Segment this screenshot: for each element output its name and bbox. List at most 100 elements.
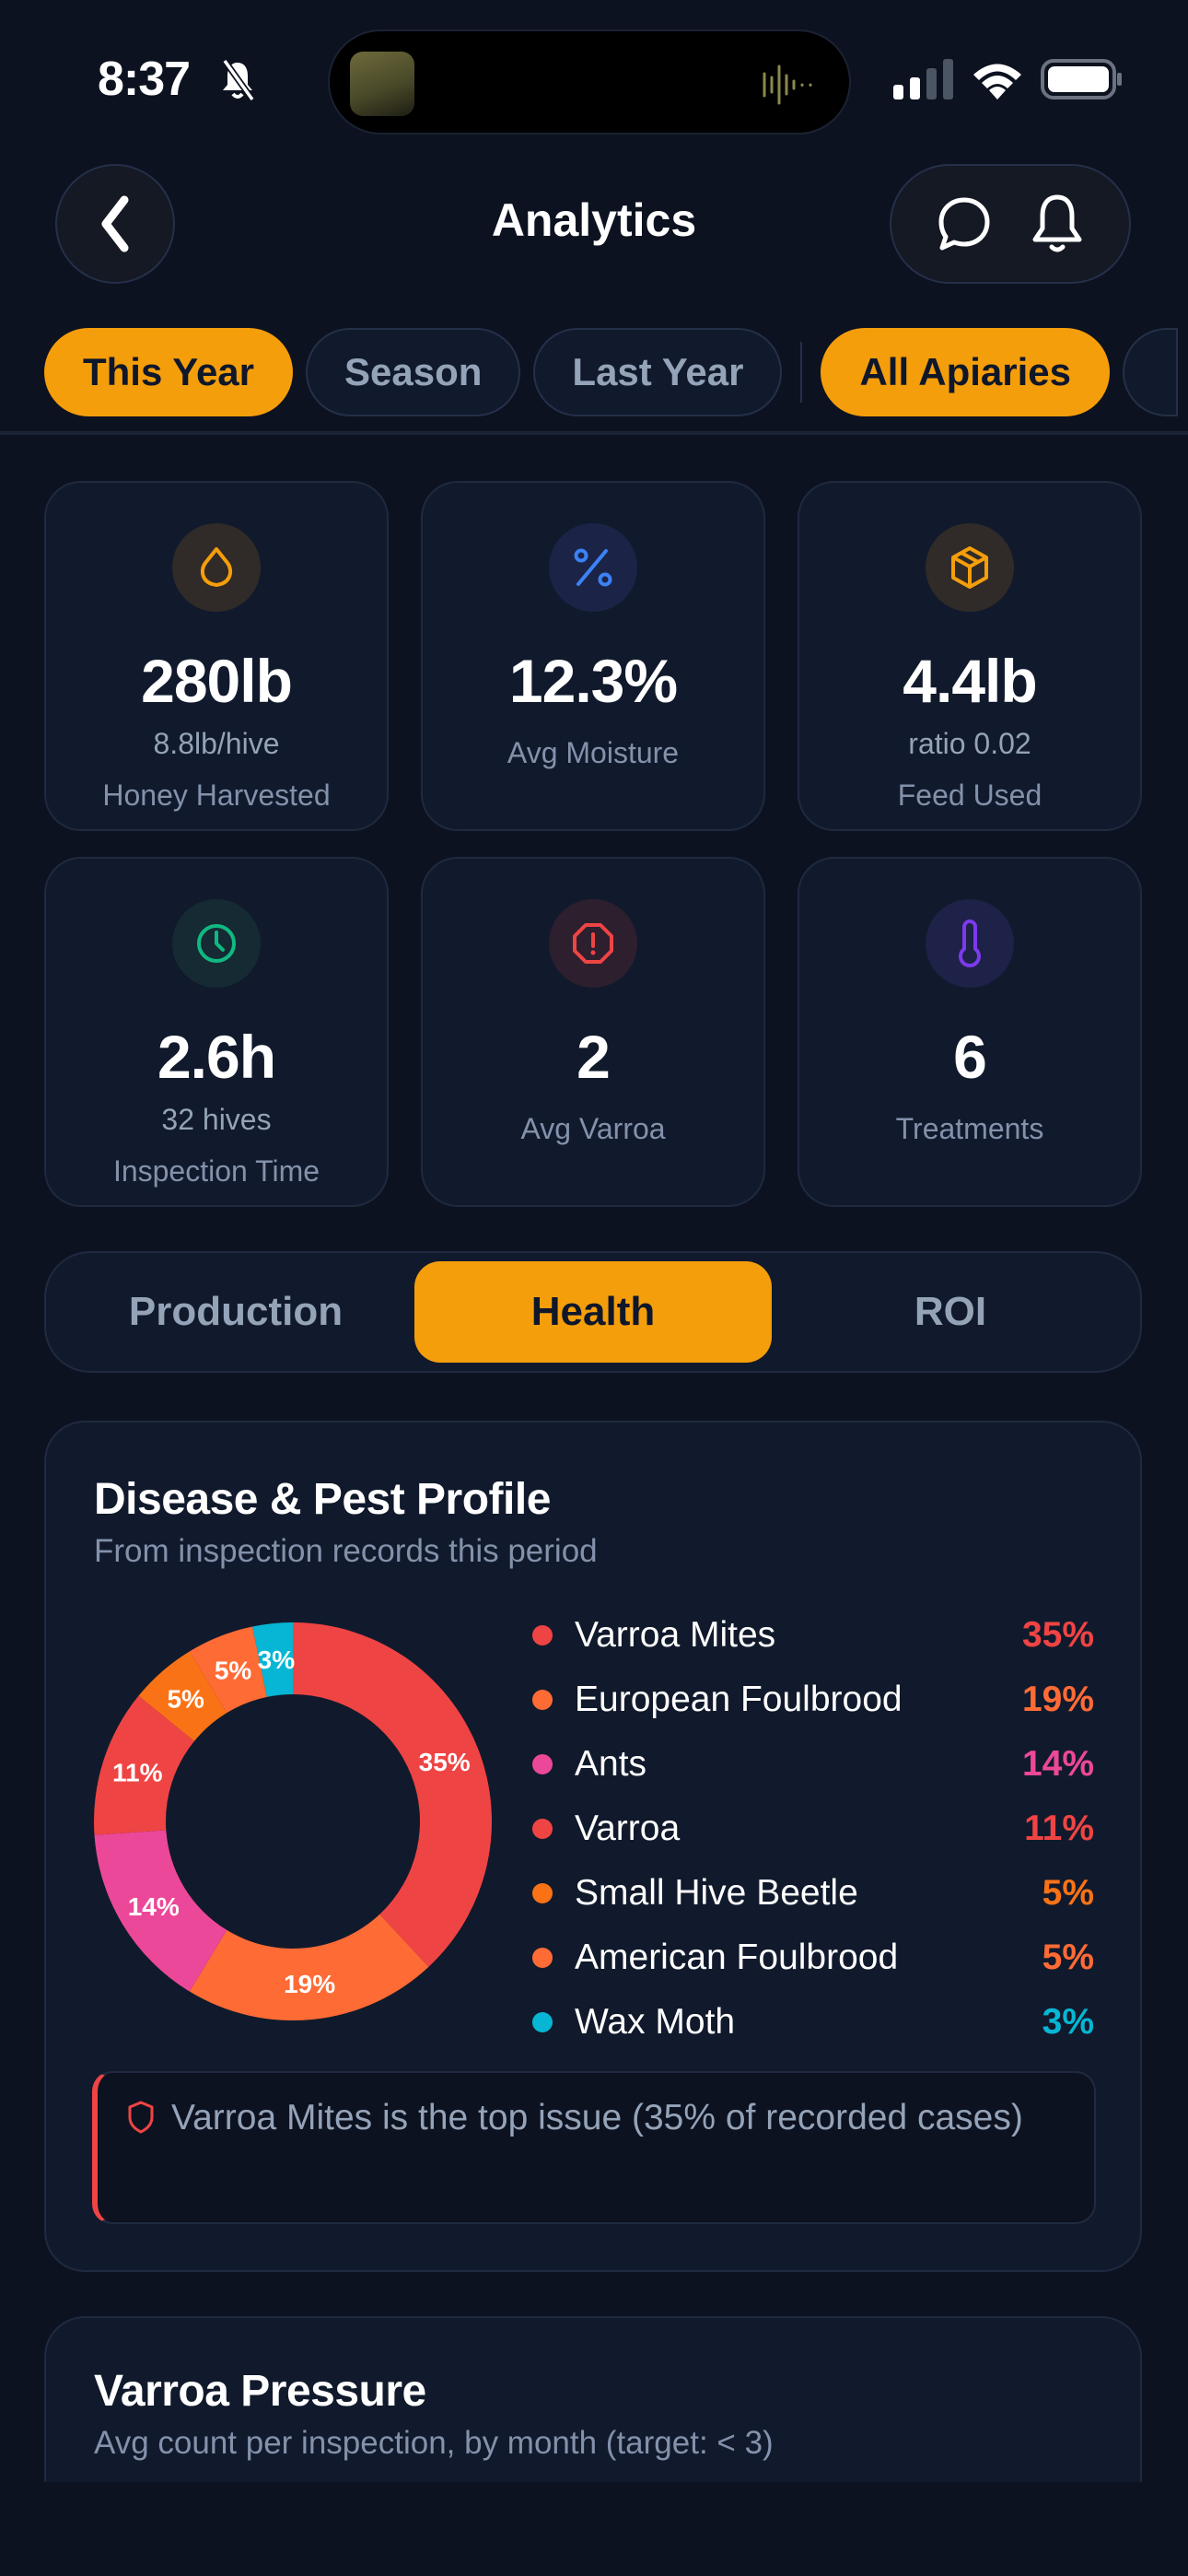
- stat-card-avg-varroa[interactable]: 2 Avg Varroa: [421, 857, 765, 1207]
- donut-slice[interactable]: [138, 1651, 227, 1741]
- stat-label: Feed Used: [897, 779, 1042, 812]
- battery-icon: [1041, 59, 1122, 100]
- status-time: 8:37: [98, 53, 191, 106]
- chevron-left-icon: [101, 195, 129, 252]
- chart-legend: Varroa Mites 35% European Foulbrood 19% Ants…: [532, 1603, 1094, 2055]
- chat-bubble-icon[interactable]: [935, 194, 994, 253]
- status-indicators: [893, 59, 1124, 100]
- percent-icon: [549, 523, 637, 612]
- legend-item[interactable]: Varroa 11%: [532, 1797, 1094, 1861]
- stat-value: 2.6h: [157, 1023, 276, 1091]
- stat-card-feed-used[interactable]: 4.4lb ratio 0.02 Feed Used: [798, 481, 1142, 831]
- card-subtitle: From inspection records this period: [94, 1533, 598, 1569]
- varroa-pressure-card: Varroa Pressure Avg count per inspection…: [44, 2316, 1142, 2484]
- legend-item[interactable]: Wax Moth 3%: [532, 1990, 1094, 2055]
- legend-item[interactable]: European Foulbrood 19%: [532, 1668, 1094, 1732]
- legend-percent: 19%: [1021, 1680, 1094, 1719]
- stat-card-honey-harvested[interactable]: 280lb 8.8lb/hive Honey Harvested: [44, 481, 389, 831]
- legend-item[interactable]: Varroa Mites 35%: [532, 1603, 1094, 1668]
- header: Analytics: [0, 157, 1188, 295]
- back-button[interactable]: [55, 164, 175, 284]
- filter-season[interactable]: Season: [306, 328, 521, 416]
- stat-value: 12.3%: [508, 647, 678, 715]
- donut-slice-label: 5%: [167, 1685, 204, 1714]
- donut-slice-label: 14%: [128, 1892, 180, 1921]
- legend-dot-icon: [532, 1948, 553, 1968]
- legend-percent: 14%: [1021, 1744, 1094, 1784]
- filter-this-year[interactable]: This Year: [44, 328, 294, 416]
- stat-label: Avg Varroa: [520, 1112, 666, 1145]
- donut-slice-label: 11%: [112, 1758, 163, 1786]
- donut-slice[interactable]: [189, 1914, 429, 2020]
- legend-label: European Foulbrood: [575, 1680, 903, 1719]
- alert-text: Varroa Mites is the top issue (35% of re…: [171, 2098, 1023, 2137]
- bell-icon[interactable]: [1028, 192, 1087, 256]
- donut-slice-label: 5%: [215, 1656, 252, 1684]
- tab-health[interactable]: Health: [414, 1261, 772, 1363]
- stat-value: 4.4lb: [903, 647, 1037, 715]
- legend-item[interactable]: Ants 14%: [532, 1732, 1094, 1797]
- stat-card-treatments[interactable]: 6 Treatments: [798, 857, 1142, 1207]
- donut-slice[interactable]: [252, 1622, 293, 1697]
- disease-pest-card: Disease & Pest Profile From inspection r…: [44, 1421, 1142, 2272]
- droplet-icon: [172, 523, 261, 612]
- now-playing-artwork: [350, 52, 414, 116]
- stat-card-avg-moisture[interactable]: 12.3% Avg Moisture: [421, 481, 765, 831]
- legend-percent: 5%: [1042, 1873, 1094, 1913]
- legend-label: Varroa Mites: [575, 1615, 776, 1655]
- legend-item[interactable]: Small Hive Beetle 5%: [532, 1861, 1094, 1926]
- top-issue-alert: Varroa Mites is the top issue (35% of re…: [92, 2071, 1096, 2224]
- legend-label: Small Hive Beetle: [575, 1873, 858, 1913]
- donut-slice[interactable]: [189, 1626, 267, 1714]
- card-title: Disease & Pest Profile: [94, 1475, 551, 1524]
- donut-chart[interactable]: 35%19%14%11%5%5% 3%: [92, 1621, 494, 2022]
- silent-bell-icon: [222, 58, 255, 101]
- tab-production[interactable]: Production: [128, 1289, 344, 1334]
- legend-dot-icon: [532, 2012, 553, 2032]
- legend-label: Ants: [575, 1744, 647, 1784]
- stat-sub: 32 hives: [161, 1103, 272, 1136]
- stat-sub: ratio 0.02: [908, 727, 1031, 760]
- legend-dot-icon: [532, 1819, 553, 1839]
- legend-dot-icon: [532, 1883, 553, 1903]
- alert-octagon-icon: [549, 899, 637, 988]
- tab-roi[interactable]: ROI: [914, 1289, 987, 1334]
- donut-slice[interactable]: [94, 1830, 227, 1992]
- filter-chip-bar: This Year Season Last Year All Apiaries: [44, 328, 1178, 416]
- filter-all-apiaries[interactable]: All Apiaries: [821, 328, 1110, 416]
- home-indicator-area: [0, 2482, 1188, 2576]
- legend-dot-icon: [532, 1690, 553, 1710]
- card-subtitle: Avg count per inspection, by month (targ…: [94, 2425, 774, 2461]
- donut-slice-label: 35%: [419, 1748, 471, 1776]
- legend-label: Varroa: [575, 1809, 681, 1848]
- card-title: Varroa Pressure: [94, 2367, 426, 2416]
- filter-last-year[interactable]: Last Year: [533, 328, 783, 416]
- analytics-tabs: Production Health ROI: [44, 1251, 1142, 1373]
- legend-dot-icon: [532, 1754, 553, 1774]
- stat-label: Treatments: [895, 1112, 1044, 1145]
- legend-label: Wax Moth: [575, 2002, 736, 2042]
- stat-sub: 8.8lb/hive: [153, 727, 280, 760]
- legend-item[interactable]: American Foulbrood 5%: [532, 1926, 1094, 1990]
- stat-label: Avg Moisture: [507, 736, 680, 769]
- status-bar: 8:37: [0, 0, 1188, 138]
- filter-divider: [800, 342, 803, 403]
- stat-value: 280lb: [141, 647, 293, 715]
- donut-slice[interactable]: [293, 1622, 493, 1967]
- legend-percent: 11%: [1024, 1809, 1094, 1848]
- header-actions: [890, 164, 1131, 284]
- donut-slice[interactable]: [94, 1695, 194, 1835]
- shield-icon: [128, 2101, 154, 2134]
- legend-label: American Foulbrood: [575, 1938, 899, 1977]
- wifi-icon: [973, 64, 1021, 100]
- filters-divider: [0, 431, 1188, 435]
- stats-grid: 280lb 8.8lb/hive Honey Harvested 12.3% A…: [44, 481, 1142, 1207]
- stat-label: Honey Harvested: [102, 779, 331, 812]
- filter-next-chip[interactable]: [1122, 328, 1178, 416]
- legend-percent: 35%: [1021, 1615, 1094, 1655]
- clock-icon: [172, 899, 261, 988]
- legend-percent: 3%: [1042, 2002, 1094, 2042]
- stat-card-inspection-time[interactable]: 2.6h 32 hives Inspection Time: [44, 857, 389, 1207]
- donut-slice-label: 3%: [258, 1645, 296, 1674]
- dynamic-island[interactable]: [328, 29, 851, 135]
